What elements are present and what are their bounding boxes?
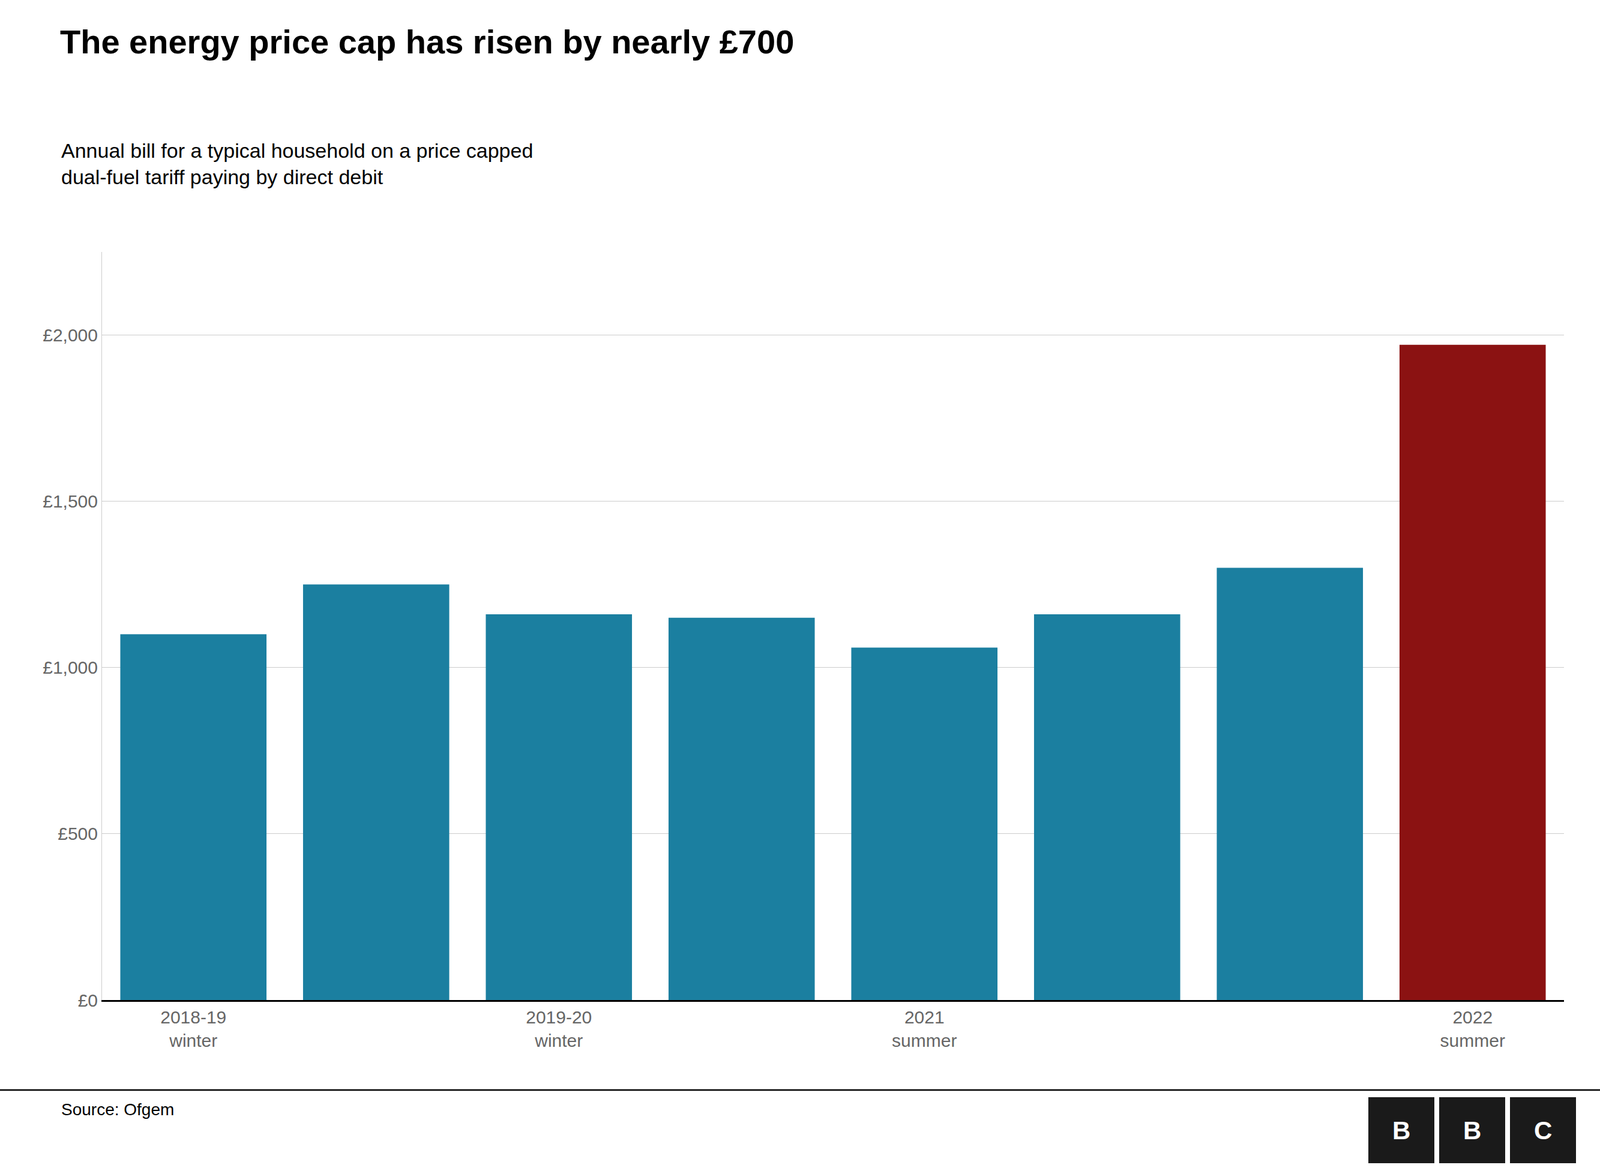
svg-text:B: B [1392, 1116, 1411, 1146]
svg-text:2021summer: 2021summer [891, 1007, 957, 1051]
svg-text:£1,000: £1,000 [42, 657, 98, 678]
svg-text:£2,000: £2,000 [42, 325, 98, 346]
svg-text:2018-19winter: 2018-19winter [160, 1007, 227, 1051]
svg-text:Source: Ofgem: Source: Ofgem [61, 1100, 175, 1120]
svg-text:The energy price cap has risen: The energy price cap has risen by nearly… [60, 22, 794, 61]
svg-text:2019-20winter: 2019-20winter [525, 1007, 592, 1051]
svg-text:C: C [1533, 1116, 1552, 1146]
svg-text:£0: £0 [78, 990, 98, 1011]
svg-text:Annual bill for a typical hous: Annual bill for a typical household on a… [61, 139, 533, 189]
svg-text:£1,500: £1,500 [42, 491, 98, 512]
svg-text:2022summer: 2022summer [1440, 1007, 1506, 1051]
svg-text:B: B [1463, 1116, 1482, 1146]
svg-text:£500: £500 [57, 824, 98, 844]
